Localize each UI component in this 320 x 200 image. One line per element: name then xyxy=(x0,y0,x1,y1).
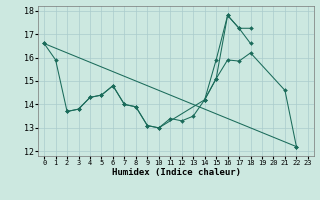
X-axis label: Humidex (Indice chaleur): Humidex (Indice chaleur) xyxy=(111,168,241,177)
